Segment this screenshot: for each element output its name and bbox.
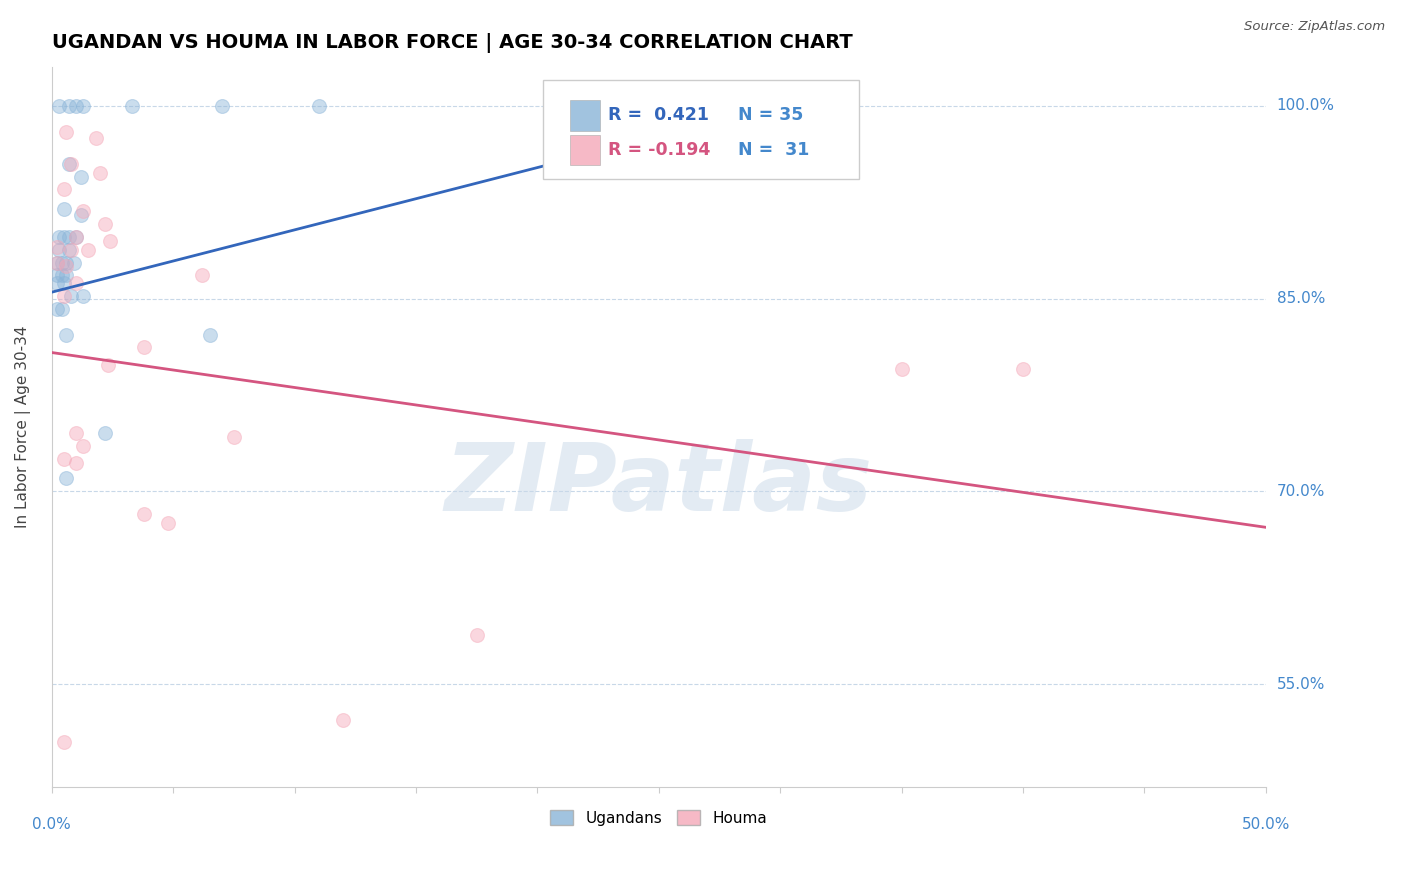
- Point: [45, 255, 67, 269]
- Point: [65, 276, 87, 290]
- Text: Source: ZipAtlas.com: Source: ZipAtlas.com: [1244, 20, 1385, 33]
- Point: [1012, 362, 1035, 376]
- Point: [72, 289, 94, 303]
- Point: [45, 255, 67, 269]
- Text: 100.0%: 100.0%: [1277, 98, 1334, 113]
- Point: [52, 182, 75, 196]
- Point: [65, 230, 87, 244]
- Point: [465, 628, 488, 642]
- Point: [45, 240, 67, 254]
- Point: [60, 243, 83, 257]
- Point: [52, 230, 75, 244]
- Point: [55, 124, 77, 138]
- Point: [70, 208, 93, 222]
- Point: [132, 508, 155, 522]
- Point: [45, 276, 67, 290]
- Point: [77, 243, 100, 257]
- Text: 70.0%: 70.0%: [1277, 483, 1324, 499]
- FancyBboxPatch shape: [569, 135, 600, 165]
- Point: [58, 230, 80, 244]
- Point: [58, 156, 80, 170]
- Point: [58, 99, 80, 113]
- Point: [48, 99, 70, 113]
- Point: [51, 268, 73, 283]
- Point: [60, 156, 83, 170]
- Point: [58, 243, 80, 257]
- Point: [222, 430, 245, 444]
- Point: [55, 471, 77, 485]
- Legend: Ugandans, Houma: Ugandans, Houma: [543, 802, 775, 833]
- Point: [45, 268, 67, 283]
- Y-axis label: In Labor Force | Age 30-34: In Labor Force | Age 30-34: [15, 326, 31, 528]
- Point: [121, 99, 143, 113]
- Text: R = -0.194: R = -0.194: [607, 141, 710, 159]
- Text: N =  31: N = 31: [738, 141, 808, 159]
- Point: [55, 327, 77, 342]
- FancyBboxPatch shape: [544, 79, 859, 178]
- Point: [48, 243, 70, 257]
- Point: [94, 217, 117, 231]
- Text: 50.0%: 50.0%: [1241, 817, 1289, 832]
- Point: [72, 439, 94, 453]
- Point: [48, 230, 70, 244]
- Point: [70, 169, 93, 184]
- Point: [52, 735, 75, 749]
- Point: [52, 202, 75, 216]
- Point: [51, 301, 73, 316]
- Text: R =  0.421: R = 0.421: [607, 106, 709, 125]
- Point: [65, 456, 87, 470]
- Point: [94, 426, 117, 441]
- Point: [52, 452, 75, 467]
- Point: [55, 255, 77, 269]
- FancyBboxPatch shape: [569, 101, 600, 130]
- Point: [191, 268, 214, 283]
- Point: [308, 99, 330, 113]
- Point: [65, 426, 87, 441]
- Point: [98, 234, 121, 248]
- Text: 0.0%: 0.0%: [32, 817, 72, 832]
- Point: [60, 289, 83, 303]
- Point: [55, 260, 77, 274]
- Point: [72, 204, 94, 219]
- Point: [756, 99, 779, 113]
- Text: 55.0%: 55.0%: [1277, 676, 1324, 691]
- Point: [97, 359, 120, 373]
- Text: 85.0%: 85.0%: [1277, 291, 1324, 306]
- Point: [198, 327, 221, 342]
- Point: [211, 99, 233, 113]
- Point: [52, 276, 75, 290]
- Point: [45, 301, 67, 316]
- Point: [62, 255, 84, 269]
- Point: [72, 99, 94, 113]
- Point: [65, 99, 87, 113]
- Point: [157, 516, 180, 531]
- Point: [132, 340, 155, 354]
- Point: [51, 255, 73, 269]
- Point: [55, 268, 77, 283]
- Point: [332, 713, 354, 727]
- Point: [84, 131, 107, 145]
- Point: [65, 230, 87, 244]
- Point: [52, 289, 75, 303]
- Text: N = 35: N = 35: [738, 106, 803, 125]
- Point: [890, 362, 912, 376]
- Text: UGANDAN VS HOUMA IN LABOR FORCE | AGE 30-34 CORRELATION CHART: UGANDAN VS HOUMA IN LABOR FORCE | AGE 30…: [52, 33, 852, 53]
- Point: [89, 166, 111, 180]
- Text: ZIPatlas: ZIPatlas: [444, 439, 873, 531]
